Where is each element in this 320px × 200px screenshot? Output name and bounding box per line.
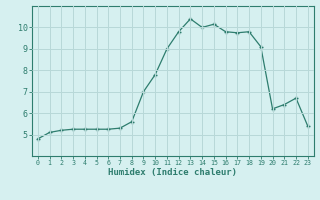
X-axis label: Humidex (Indice chaleur): Humidex (Indice chaleur) — [108, 168, 237, 177]
